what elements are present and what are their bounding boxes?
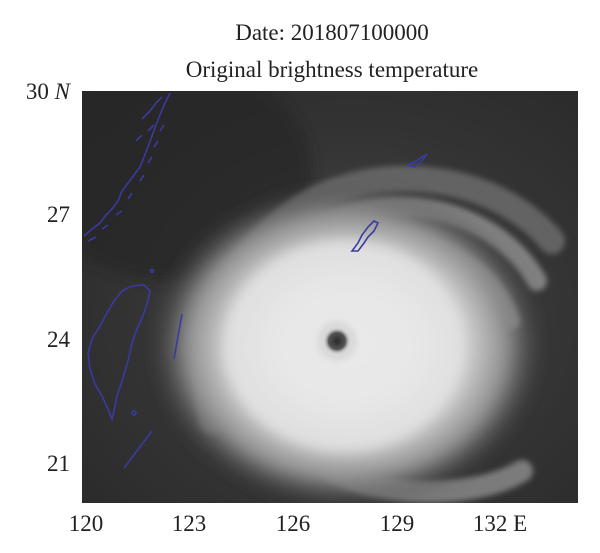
typhoon-eye bbox=[323, 327, 351, 355]
okinawa-coastline bbox=[350, 220, 380, 252]
coastlines bbox=[83, 92, 429, 469]
x-tick-120: 120 bbox=[68, 511, 104, 536]
small-island bbox=[405, 152, 429, 168]
satellite-image bbox=[82, 91, 578, 503]
chart-title: Date: 201807100000 bbox=[235, 20, 429, 45]
taiwan-coastline bbox=[87, 284, 151, 422]
coastline-segment bbox=[123, 430, 153, 469]
x-tick-132: 132 E bbox=[472, 511, 528, 536]
y-tick-27: 27 bbox=[47, 202, 70, 227]
y-tick-21: 21 bbox=[47, 451, 70, 476]
x-tick-126: 126 bbox=[275, 511, 311, 536]
y-tick-24: 24 bbox=[47, 327, 70, 352]
x-tick-129: 129 bbox=[379, 511, 415, 536]
ryukyu-islands bbox=[83, 92, 171, 237]
y-tick-30: 30 N bbox=[25, 79, 70, 104]
x-tick-123: 123 bbox=[171, 511, 207, 536]
chart-subtitle: Original brightness temperature bbox=[185, 57, 479, 82]
coastline-segment bbox=[173, 313, 183, 360]
